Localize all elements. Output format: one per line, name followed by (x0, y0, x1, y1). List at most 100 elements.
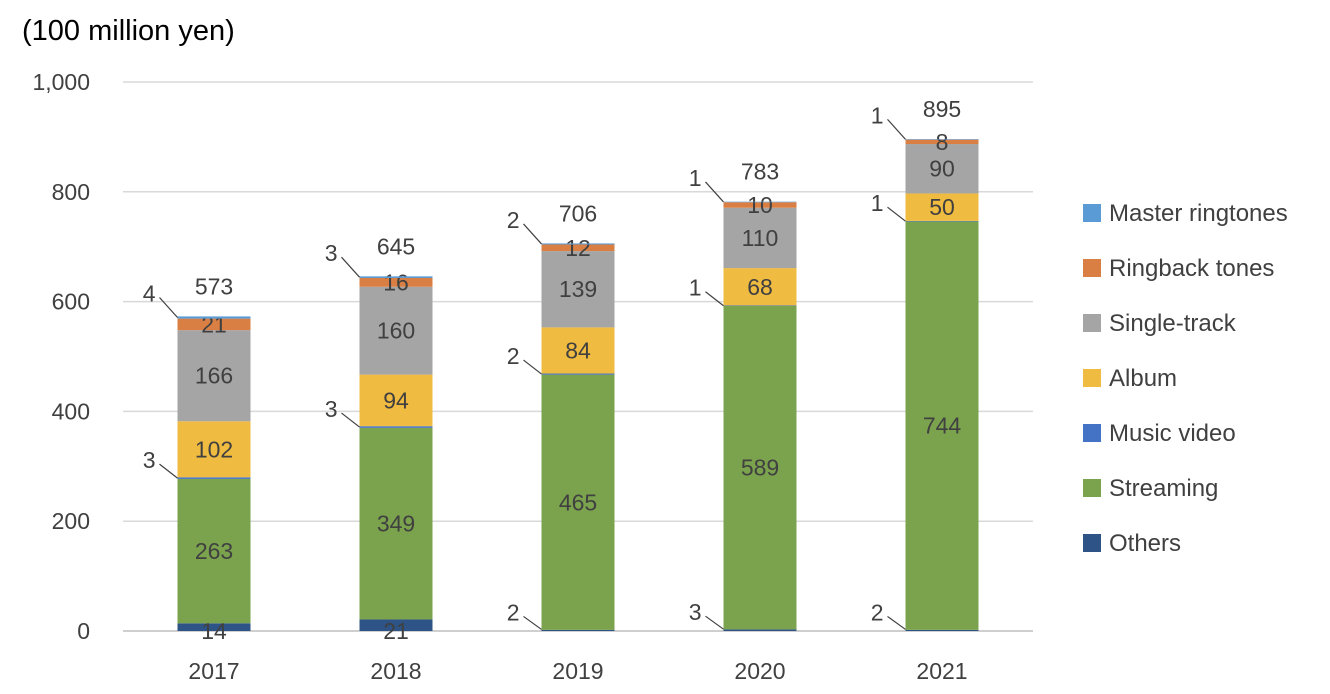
bar-segment (905, 144, 979, 194)
bar-segment (723, 268, 797, 306)
bar-segment (359, 276, 433, 278)
segment-value-label: 84 (565, 337, 591, 363)
bar-segment (723, 207, 797, 269)
segment-value-label: 3 (689, 599, 702, 625)
leader-line (159, 463, 178, 479)
segment-value-label: 349 (377, 511, 415, 537)
x-tick-label: 2017 (188, 658, 239, 684)
segment-value-label: 2 (871, 599, 884, 625)
segment-value-label: 3 (325, 240, 338, 266)
segment-value-label: 589 (741, 455, 779, 481)
x-axis-ticks: 2017 2018 2019 2020 2021 (188, 658, 967, 684)
legend-label: Album (1109, 365, 1177, 392)
leader-line (341, 256, 360, 278)
legend-swatch (1083, 314, 1101, 332)
segment-value-label: 1 (871, 102, 884, 128)
bar-segment (177, 623, 251, 631)
legend: Master ringtones Ringback tones Single-tra… (1083, 200, 1288, 557)
segment-value-label: 263 (195, 538, 233, 564)
legend-label: Single-track (1109, 310, 1237, 337)
leader-line (887, 118, 906, 140)
legend-label: Master ringtones (1109, 200, 1288, 227)
bar-segment (723, 305, 797, 630)
y-axis-ticks: 0 200 400 600 800 1,000 (32, 69, 90, 644)
legend-swatch (1083, 204, 1101, 222)
bar-segment (359, 277, 433, 287)
bar-segment (723, 305, 797, 306)
bar-segment (541, 251, 615, 328)
bar-stack-2020: 3 589 1 68 110 10 1 783 (689, 159, 797, 631)
bar-segment (541, 373, 615, 375)
leader-line (705, 615, 724, 630)
bar-segment (905, 629, 979, 631)
segment-value-label: 21 (383, 618, 409, 644)
legend-swatch (1083, 534, 1101, 552)
bar-segment (359, 619, 433, 631)
legend-swatch (1083, 259, 1101, 277)
bar-segment (541, 629, 615, 631)
segment-value-label: 21 (201, 311, 227, 337)
segment-value-label: 2 (507, 599, 520, 625)
legend-swatch (1083, 424, 1101, 442)
total-value-label: 783 (741, 159, 779, 185)
y-tick-label: 400 (52, 398, 90, 424)
segment-value-label: 2 (507, 343, 520, 369)
bar-segment (905, 193, 979, 221)
segment-value-label: 8 (936, 129, 949, 155)
bar-segment (177, 421, 251, 478)
bar-segment (541, 374, 615, 630)
leader-line (705, 291, 724, 307)
segment-value-label: 465 (559, 489, 597, 515)
leader-line (887, 206, 906, 222)
leader-line (887, 615, 906, 630)
segment-value-label: 3 (325, 396, 338, 422)
bar-segment (177, 330, 251, 422)
legend-label: Others (1109, 530, 1181, 557)
segment-value-label: 16 (383, 269, 409, 295)
bar-stack-2021: 2 744 1 50 908 1 895 (871, 96, 979, 631)
y-tick-label: 200 (52, 508, 90, 534)
total-value-label: 895 (923, 96, 961, 122)
bar-segment (905, 139, 979, 140)
segment-value-label: 90 (929, 156, 955, 182)
bar-segment (541, 327, 615, 374)
legend-swatch (1083, 369, 1101, 387)
segment-value-label: 1 (689, 275, 702, 301)
legend-swatch (1083, 479, 1101, 497)
segment-value-label: 10 (747, 192, 773, 218)
total-value-label: 706 (559, 200, 597, 226)
segment-value-label: 68 (747, 274, 773, 300)
segment-value-label: 3 (143, 447, 156, 473)
bar-segment (541, 244, 615, 252)
segment-value-label: 744 (923, 413, 962, 439)
bar-segment (905, 139, 979, 145)
bar-segment (359, 286, 433, 375)
bar-segment (177, 316, 251, 319)
bar-stack-2019: 2 465 2 84 139 12 2 706 (507, 200, 615, 631)
bar-segment (177, 318, 251, 331)
legend-label: Music video (1109, 420, 1236, 447)
bar-segment (177, 477, 251, 479)
bar-segment (905, 221, 979, 630)
y-tick-label: 0 (77, 618, 90, 644)
bar-stack-2018: 21 349 3 94 160 16 3 645 (325, 233, 433, 644)
bar-segment (359, 374, 433, 427)
segment-value-label: 166 (195, 363, 233, 389)
total-value-label: 645 (377, 233, 415, 259)
x-tick-label: 2021 (916, 658, 967, 684)
y-axis-unit-label: (100 million yen) (22, 15, 235, 47)
bar-segment (177, 478, 251, 624)
bar-segment (723, 202, 797, 208)
bar-segment (905, 220, 979, 222)
y-tick-label: 600 (52, 289, 90, 315)
leader-line (523, 615, 542, 630)
segment-value-label: 4 (143, 281, 156, 307)
total-value-label: 573 (195, 273, 233, 299)
segment-value-label: 110 (742, 225, 779, 251)
bar-segment (359, 427, 433, 620)
segment-value-label: 94 (383, 387, 409, 413)
bar-segment (541, 243, 615, 245)
